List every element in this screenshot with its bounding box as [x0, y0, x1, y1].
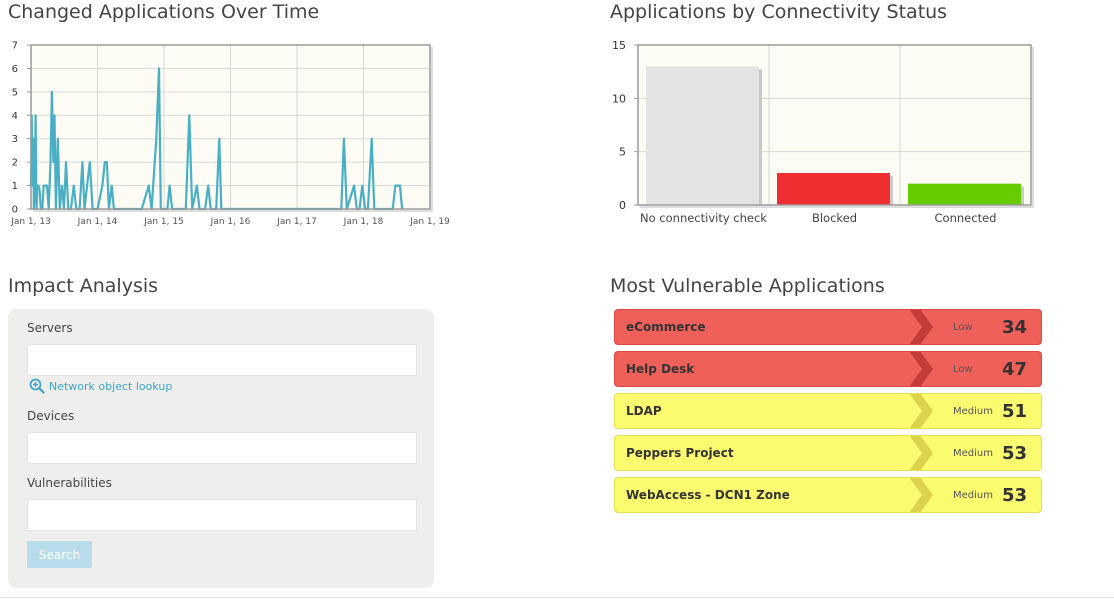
- servers-label: Servers: [27, 321, 73, 335]
- network-object-lookup-label: Network object lookup: [49, 379, 173, 393]
- x-tick-label: Jan 1, 14: [77, 217, 118, 227]
- vulnerable-apps-list: eCommerce Low 34 Help Desk Low 47 LDAP Medium 51…: [614, 309, 1042, 519]
- vulnerability-score: 53: [1002, 485, 1028, 506]
- x-tick-label: Jan 1, 17: [276, 217, 317, 227]
- vulnerable-app-name: Peppers Project: [626, 446, 734, 460]
- x-tick-label: Jan 1, 13: [10, 217, 51, 227]
- vulnerable-app-name: Help Desk: [626, 362, 695, 376]
- impact-title: Impact Analysis: [8, 275, 159, 297]
- y-tick-label: 5: [619, 146, 626, 159]
- x-tick-label: No connectivity check: [640, 211, 767, 225]
- vulnerability-score: 51: [1002, 401, 1028, 422]
- severity-level: Medium: [953, 490, 993, 501]
- vulnerable-app-row[interactable]: eCommerce Low 34: [614, 309, 1042, 345]
- vulnerable-app-name: WebAccess - DCN1 Zone: [626, 488, 790, 502]
- x-tick-label: Blocked: [812, 211, 857, 225]
- y-tick-label: 1: [12, 181, 18, 192]
- network-object-lookup-link[interactable]: Network object lookup: [29, 378, 172, 394]
- severity-level: Medium: [953, 406, 993, 417]
- bar-blocked: [777, 173, 890, 205]
- chevron-right-icon: [909, 394, 933, 428]
- vulnerability-score: 47: [1002, 359, 1028, 380]
- x-tick-label: Jan 1, 15: [143, 217, 184, 227]
- devices-label: Devices: [27, 409, 75, 423]
- connectivity-title: Applications by Connectivity Status: [610, 1, 948, 23]
- y-tick-label: 0: [619, 199, 626, 212]
- y-tick-label: 3: [12, 134, 18, 145]
- chevron-right-icon: [909, 436, 933, 470]
- y-tick-label: 4: [12, 111, 18, 122]
- vulnerable-app-row[interactable]: WebAccess - DCN1 Zone Medium 53: [614, 477, 1042, 513]
- bottom-divider: [0, 597, 1114, 598]
- search-button[interactable]: Search: [27, 541, 92, 568]
- y-tick-label: 10: [612, 92, 626, 105]
- y-tick-label: 0: [12, 205, 18, 216]
- y-tick-label: 7: [12, 41, 18, 52]
- vulnerable-app-row[interactable]: LDAP Medium 51: [614, 393, 1042, 429]
- x-tick-label: Jan 1, 19: [409, 217, 450, 227]
- chevron-right-icon: [909, 352, 933, 386]
- vulnerabilities-label: Vulnerabilities: [27, 476, 112, 490]
- changed-apps-chart: Jan 1, 13 Jan 1, 14 Jan 1, 15 Jan 1, 16 Jan …: [10, 41, 450, 228]
- vulnerable-app-name: LDAP: [626, 404, 662, 418]
- x-tick-label: Jan 1, 18: [343, 217, 384, 227]
- severity-level: Medium: [953, 448, 993, 459]
- x-tick-label: Connected: [935, 211, 997, 225]
- y-tick-label: 15: [612, 39, 626, 52]
- impact-analysis-panel: Servers Network object lookup Devices Vu…: [8, 309, 434, 588]
- chevron-right-icon: [909, 478, 933, 512]
- zoom-in-icon: [29, 378, 45, 394]
- vulnerabilities-input[interactable]: [27, 499, 417, 531]
- vulnerable-title: Most Vulnerable Applications: [610, 275, 885, 297]
- vulnerable-app-row[interactable]: Help Desk Low 47: [614, 351, 1042, 387]
- vulnerability-score: 53: [1002, 443, 1028, 464]
- severity-level: Low: [953, 322, 973, 333]
- vulnerability-score: 34: [1002, 317, 1028, 338]
- x-tick-label: Jan 1, 16: [210, 217, 251, 227]
- y-tick-label: 6: [12, 64, 18, 75]
- bar-no-connectivity-check: [646, 66, 759, 205]
- bar-connected: [908, 183, 1021, 205]
- plot-frame: [30, 44, 431, 210]
- y-tick-label: 5: [12, 87, 18, 98]
- severity-level: Low: [953, 364, 973, 375]
- devices-input[interactable]: [27, 432, 417, 464]
- vulnerable-app-row[interactable]: Peppers Project Medium 53: [614, 435, 1042, 471]
- changed-apps-title: Changed Applications Over Time: [8, 1, 320, 23]
- servers-input[interactable]: [27, 344, 417, 376]
- vulnerable-app-name: eCommerce: [626, 320, 706, 334]
- y-tick-label: 2: [12, 158, 18, 169]
- plot-frame: [637, 44, 1032, 206]
- chevron-right-icon: [909, 310, 933, 344]
- connectivity-chart: 0 5 10 15 No connectivity check Blocked Connec…: [612, 39, 1034, 225]
